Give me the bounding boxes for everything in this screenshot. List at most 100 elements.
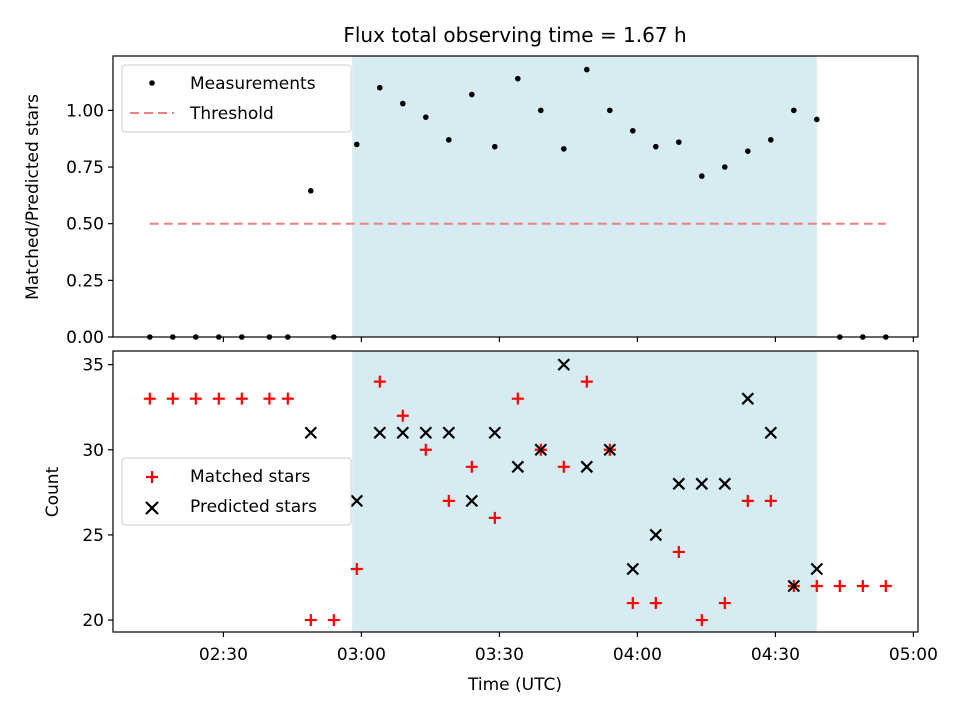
matched-star-point xyxy=(281,392,294,405)
x-axis-label: Time (UTC) xyxy=(467,675,562,695)
legend-matched-label: Matched stars xyxy=(190,467,310,487)
measurement-point xyxy=(354,141,360,148)
measurement-point xyxy=(699,173,705,179)
measurement-point xyxy=(515,75,521,82)
x-tick-label: 05:00 xyxy=(889,645,938,665)
predicted-star-point xyxy=(672,477,686,491)
bottom-y-axis-label: Count xyxy=(43,466,63,517)
predicted-star-point xyxy=(465,494,479,508)
measurement-point xyxy=(492,143,498,150)
matched-star-point xyxy=(741,494,754,507)
matched-star-point xyxy=(764,494,777,507)
y-tick-label: 0.50 xyxy=(66,215,104,235)
predicted-star-point xyxy=(304,426,318,440)
measurement-point xyxy=(584,66,590,73)
matched-star-point xyxy=(235,392,248,405)
y-tick-label: 35 xyxy=(82,356,104,376)
matched-star-point xyxy=(143,392,156,405)
predicted-star-point xyxy=(442,426,456,440)
measurement-point xyxy=(308,188,314,194)
top-panel: 0.00 0.25 0.50 0.75 1.00 Matched/Predicted s… xyxy=(23,55,919,348)
x-tick-label: 04:00 xyxy=(613,645,662,665)
matched-star-point xyxy=(557,460,570,473)
predicted-star-point xyxy=(488,426,502,440)
predicted-stars-series xyxy=(304,358,824,593)
matched-star-point xyxy=(465,460,478,473)
matched-star-point xyxy=(442,494,455,507)
matched-star-point xyxy=(327,614,340,627)
bottom-y-axis: 20 25 30 35 xyxy=(82,356,113,631)
predicted-star-point xyxy=(718,477,732,491)
measurement-point xyxy=(745,148,751,154)
legend-measurements-marker xyxy=(149,80,155,86)
x-tick-label: 03:00 xyxy=(337,645,386,665)
bottom-legend: Matched stars Predicted stars xyxy=(121,457,352,526)
matched-star-point xyxy=(373,375,386,388)
y-tick-label: 0.00 xyxy=(66,328,104,348)
matched-star-point xyxy=(695,614,708,627)
matched-star-point xyxy=(833,580,846,593)
x-tick-label: 02:30 xyxy=(199,645,248,665)
predicted-star-point xyxy=(557,358,571,371)
matched-star-point xyxy=(718,597,731,610)
matched-star-point xyxy=(580,375,593,388)
predicted-star-point xyxy=(373,426,387,440)
matched-star-point xyxy=(856,580,869,593)
measurement-point xyxy=(400,100,406,107)
chart-title: Flux total observing time = 1.67 h xyxy=(343,23,686,47)
measurement-point xyxy=(676,139,682,145)
bottom-legend-box xyxy=(121,457,352,526)
y-tick-label: 25 xyxy=(82,526,104,546)
matched-star-point xyxy=(626,597,639,610)
measurement-point xyxy=(722,164,728,170)
y-tick-label: 0.25 xyxy=(66,271,104,291)
matched-star-point xyxy=(263,392,276,405)
top-y-axis-label: Matched/Predicted stars xyxy=(23,94,43,300)
predicted-star-point xyxy=(787,579,801,593)
matched-star-point xyxy=(189,392,202,405)
legend-measurements-label: Measurements xyxy=(190,74,316,94)
top-shaded-region xyxy=(352,56,817,337)
measurement-point xyxy=(538,107,544,114)
y-tick-label: 30 xyxy=(82,441,104,461)
predicted-star-point xyxy=(695,477,709,491)
y-tick-label: 20 xyxy=(82,611,104,631)
top-legend-box xyxy=(121,64,352,133)
legend-predicted-label: Predicted stars xyxy=(190,497,317,517)
measurement-point xyxy=(446,137,452,143)
matched-star-point xyxy=(488,511,501,524)
y-tick-label: 0.75 xyxy=(66,158,104,178)
measurements-series xyxy=(147,66,889,340)
matched-star-point xyxy=(166,392,179,405)
predicted-star-point xyxy=(534,443,548,457)
top-x-ticks xyxy=(222,337,915,342)
y-tick-label: 1.00 xyxy=(66,101,104,121)
measurement-point xyxy=(653,143,659,150)
legend-matched-marker xyxy=(146,471,158,483)
legend-predicted-marker xyxy=(145,501,159,515)
x-tick-label: 04:30 xyxy=(751,645,800,665)
bottom-plot-frame xyxy=(112,350,919,633)
measurement-point xyxy=(607,107,613,114)
measurement-point xyxy=(469,91,475,98)
matched-star-point xyxy=(212,392,225,405)
measurement-point xyxy=(423,114,429,120)
predicted-star-point xyxy=(511,460,525,474)
x-tick-label: 03:30 xyxy=(475,645,524,665)
measurement-point xyxy=(791,107,797,114)
predicted-star-point xyxy=(350,494,364,508)
measurement-point xyxy=(561,146,567,152)
predicted-star-point xyxy=(649,528,663,542)
predicted-star-point xyxy=(741,392,755,405)
matched-star-point xyxy=(810,580,823,593)
matched-star-point xyxy=(672,545,685,558)
measurement-point xyxy=(377,84,383,91)
predicted-star-point xyxy=(396,426,410,440)
legend-threshold-label: Threshold xyxy=(189,104,274,124)
bottom-x-axis: 02:30 03:00 03:30 04:00 04:30 05:00 xyxy=(199,632,938,665)
predicted-star-point xyxy=(603,443,617,457)
matched-star-point xyxy=(511,392,524,405)
predicted-star-point xyxy=(626,562,640,576)
